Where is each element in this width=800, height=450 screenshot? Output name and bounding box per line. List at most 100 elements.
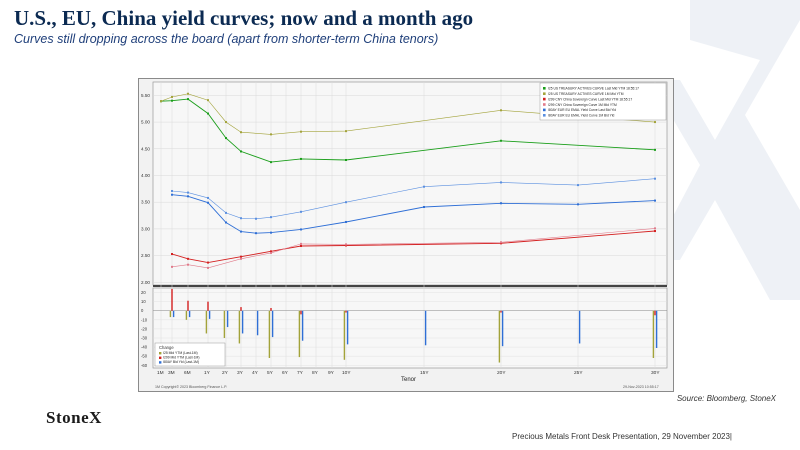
series-point-1 bbox=[187, 92, 189, 95]
series-point-3 bbox=[187, 263, 189, 266]
series-point-0 bbox=[345, 158, 347, 161]
x-tick-label: 6Y bbox=[282, 370, 289, 376]
y-tick-label: 4.00 bbox=[141, 173, 150, 178]
series-point-0 bbox=[171, 99, 173, 102]
change-bar-cn bbox=[500, 310, 502, 313]
series-point-4 bbox=[654, 199, 656, 202]
series-point-2 bbox=[300, 245, 302, 248]
change-bar-eu bbox=[501, 310, 504, 347]
legend-label: I299 CNY China Sovereign Curve 1M Mid YT… bbox=[548, 103, 617, 107]
series-point-3 bbox=[500, 241, 502, 244]
series-point-4 bbox=[240, 230, 242, 233]
x-tick-label: 9Y bbox=[328, 370, 335, 376]
legend-swatch bbox=[543, 97, 546, 101]
x-tick-label: 4Y bbox=[252, 370, 259, 376]
legend-swatch bbox=[543, 114, 546, 117]
series-point-1 bbox=[207, 99, 209, 102]
change-legend-swatch bbox=[159, 361, 162, 364]
change-bar-us bbox=[185, 310, 188, 320]
change-bar-cn bbox=[654, 310, 656, 316]
series-point-3 bbox=[300, 242, 302, 245]
change-bar-us bbox=[343, 310, 346, 360]
change-bar-us bbox=[223, 310, 226, 338]
change-y-tick-label: 10 bbox=[141, 299, 146, 304]
change-bar-cn bbox=[240, 307, 242, 311]
series-point-5 bbox=[423, 185, 425, 188]
y-tick-label: 3.00 bbox=[141, 226, 150, 231]
change-bar-eu bbox=[346, 310, 349, 345]
x-tick-label: 1Y bbox=[204, 370, 211, 376]
change-bar-cn bbox=[171, 288, 173, 311]
change-y-tick-label: -20 bbox=[141, 326, 148, 331]
legend-swatch bbox=[543, 92, 546, 95]
x-tick-label: 25Y bbox=[574, 370, 583, 376]
legend-label: I25 US TREASURY ACTIVES CURVE Last Mid Y… bbox=[548, 87, 639, 91]
change-y-tick-label: 0 bbox=[141, 308, 144, 313]
change-bar-eu bbox=[301, 310, 304, 341]
series-point-3 bbox=[207, 266, 209, 269]
y-tick-label: 2.50 bbox=[141, 253, 150, 258]
series-point-1 bbox=[345, 130, 347, 133]
series-point-0 bbox=[300, 157, 302, 160]
change-bar-us bbox=[238, 310, 241, 344]
series-point-0 bbox=[225, 137, 227, 140]
legend-swatch bbox=[543, 103, 546, 106]
series-point-4 bbox=[577, 203, 579, 206]
change-bar-eu bbox=[256, 310, 259, 336]
change-bar-eu bbox=[655, 310, 658, 348]
stonex-watermark-graphic bbox=[650, 0, 800, 300]
change-y-tick-label: -50 bbox=[141, 354, 148, 359]
yield-curve-chart-frame: 2.00 2.50 3.00 3.50 4.00 4.50 5.00 5.50 1M 3M 6M 1Y… bbox=[138, 78, 674, 392]
change-y-tick-label: -40 bbox=[141, 345, 148, 350]
series-point-4 bbox=[187, 195, 189, 198]
series-point-3 bbox=[345, 243, 347, 246]
x-axis-label: Tenor bbox=[401, 377, 416, 383]
series-point-0 bbox=[270, 161, 272, 164]
change-bar-eu bbox=[271, 310, 274, 338]
series-point-1 bbox=[171, 95, 173, 98]
change-plot-area bbox=[152, 287, 668, 369]
change-legend-swatch bbox=[159, 352, 162, 355]
x-tick-label: 3M bbox=[168, 370, 175, 376]
y-tick-label: 2.00 bbox=[141, 280, 150, 285]
legend-swatch bbox=[543, 87, 546, 90]
change-y-tick-label: 20 bbox=[141, 290, 146, 295]
legend-label: I80AY EUR EU EMAL Yield Curve Last Bid Y… bbox=[548, 108, 616, 112]
series-point-0 bbox=[500, 139, 502, 142]
series-point-3 bbox=[240, 257, 242, 260]
x-tick-label: 1M bbox=[157, 370, 164, 376]
x-tick-label: 10Y bbox=[342, 370, 351, 376]
change-bar-cn bbox=[207, 301, 209, 311]
slide-subtitle: Curves still dropping across the board (… bbox=[14, 32, 439, 46]
change-legend-label: I80AY Bid Yld (Last-1M) bbox=[163, 360, 199, 364]
series-point-4 bbox=[423, 206, 425, 209]
change-y-tick-label: -10 bbox=[141, 317, 148, 322]
series-point-4 bbox=[225, 221, 227, 224]
series-point-1 bbox=[500, 109, 502, 112]
change-bar-eu bbox=[241, 310, 244, 334]
series-point-2 bbox=[270, 250, 272, 253]
change-bar-cn bbox=[345, 310, 347, 313]
change-bar-eu bbox=[172, 310, 175, 318]
y-tick-label: 4.50 bbox=[141, 146, 150, 151]
change-legend-swatch bbox=[159, 356, 162, 359]
series-point-4 bbox=[300, 228, 302, 231]
series-point-4 bbox=[207, 201, 209, 204]
x-tick-label: 6M bbox=[184, 370, 191, 376]
series-point-3 bbox=[654, 227, 656, 230]
series-point-5 bbox=[345, 201, 347, 204]
change-bar-us bbox=[498, 310, 501, 363]
x-tick-label: 2Y bbox=[222, 370, 229, 376]
series-point-0 bbox=[187, 98, 189, 101]
series-point-1 bbox=[160, 100, 162, 103]
change-bar-us bbox=[298, 310, 301, 358]
series-point-1 bbox=[240, 131, 242, 134]
x-tick-label: 20Y bbox=[497, 370, 506, 376]
legend-label: I25 US TREASURY ACTIVES CURVE 1M Mid YTM bbox=[548, 92, 624, 96]
series-point-2 bbox=[500, 242, 502, 245]
series-point-1 bbox=[270, 133, 272, 136]
series-point-1 bbox=[300, 130, 302, 133]
change-bar-cn bbox=[270, 308, 272, 311]
x-tick-label: 5Y bbox=[267, 370, 274, 376]
change-bar-us bbox=[169, 310, 172, 318]
